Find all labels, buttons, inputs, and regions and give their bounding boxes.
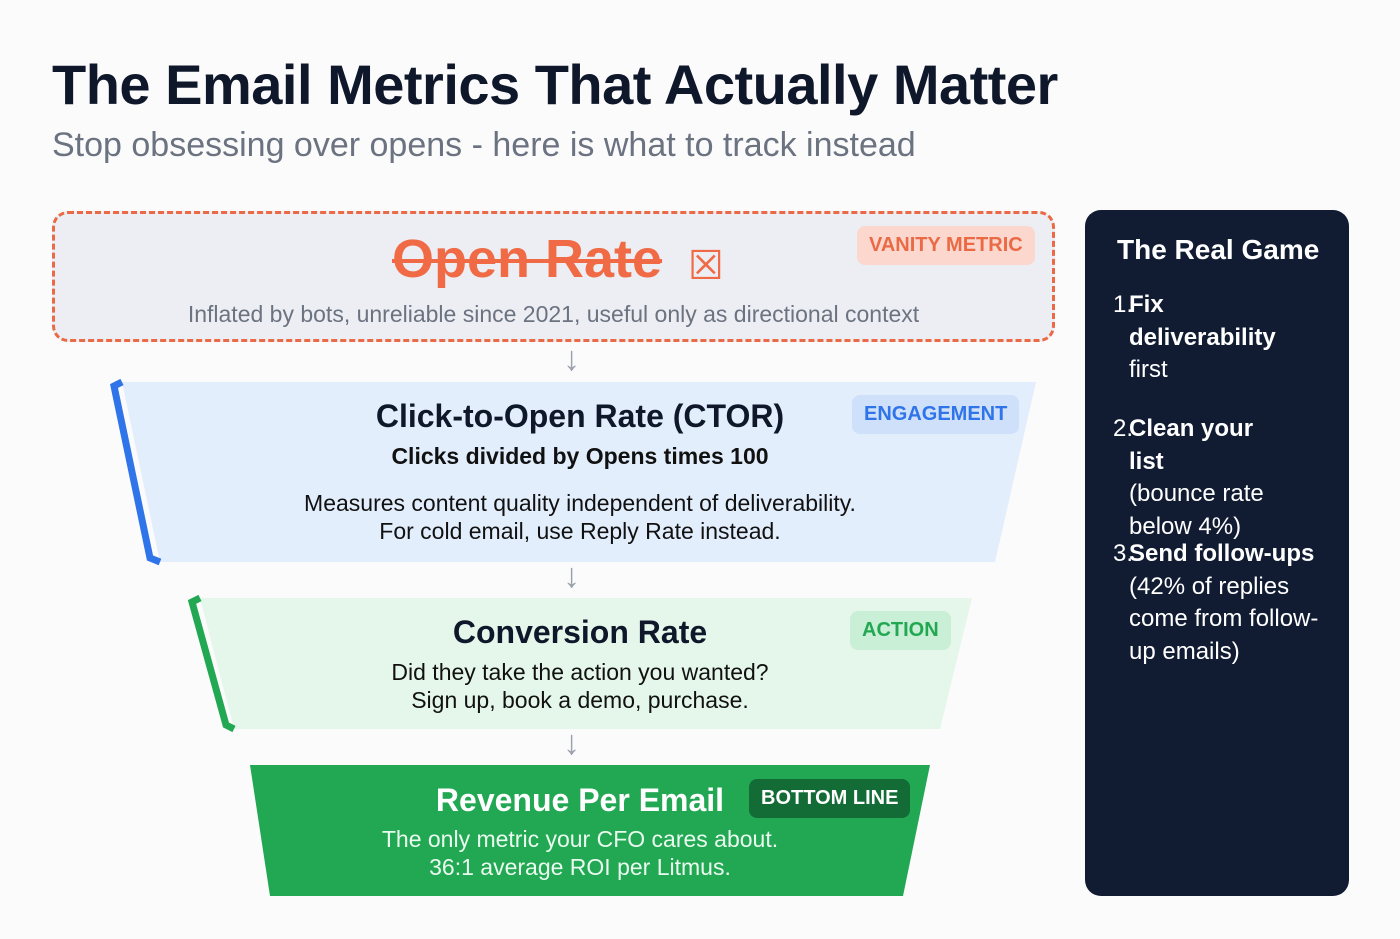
revenue-line-1: The only metric your CFO cares about.: [381, 826, 779, 852]
conversion-accent-bar: [187, 594, 236, 733]
step-heading: Clean your list: [1129, 415, 1254, 475]
conversion-title: Conversion Rate: [452, 614, 708, 650]
ctor-title: Click-to-Open Rate (CTOR): [375, 398, 785, 434]
ctor-line-2: For cold email, use Reply Rate instead.: [379, 518, 781, 544]
step-number: 3.: [1113, 540, 1134, 567]
real-game-panel: The Real Game 1. Fix deliverability first…: [1085, 210, 1349, 896]
page-title: The Email Metrics That Actually Matter: [52, 53, 1058, 116]
step-detail: (bounce rate below 4%): [1129, 480, 1264, 540]
open-rate-title: Open Rate: [392, 229, 663, 289]
step-heading: Send follow-ups: [1129, 540, 1315, 567]
panel-title: The Real Game: [1117, 234, 1320, 265]
step-number: 2.: [1113, 415, 1134, 442]
crossed-box-icon: ☒: [688, 244, 724, 288]
down-arrow-icon: ↓: [563, 340, 580, 378]
step-detail: (42% of replies come from follow-up emai…: [1129, 572, 1319, 665]
conversion-line-2: Sign up, book a demo, purchase.: [411, 687, 749, 713]
action-badge: ACTION: [850, 611, 951, 650]
conversion-line-1: Did they take the action you wanted?: [391, 659, 769, 685]
vanity-metric-badge: VANITY METRIC: [857, 226, 1035, 265]
revenue-line-2: 36:1 average ROI per Litmus.: [429, 854, 731, 880]
ctor-line-1: Measures content quality independent of …: [304, 490, 856, 516]
ctor-formula: Clicks divided by Opens times 100: [391, 443, 769, 469]
page-subtitle: Stop obsessing over opens - here is what…: [52, 126, 916, 164]
open-rate-description: Inflated by bots, unreliable since 2021,…: [187, 301, 920, 327]
down-arrow-icon: ↓: [563, 557, 580, 595]
down-arrow-icon: ↓: [563, 724, 580, 762]
step-heading: Fix deliverability: [1129, 291, 1276, 351]
engagement-badge: ENGAGEMENT: [852, 395, 1020, 434]
step-2: 2. Clean your list (bounce rate below 4%): [1113, 413, 1343, 543]
step-detail: first: [1129, 356, 1168, 383]
ctor-stage-bg: [122, 382, 1036, 562]
step-3: 3. Send follow-ups (42% of replies come f…: [1113, 538, 1343, 668]
step-number: 1.: [1113, 291, 1134, 318]
ctor-accent-bar: [110, 378, 162, 566]
conversion-stage-bg: [200, 598, 972, 729]
step-1: 1. Fix deliverability first: [1113, 289, 1343, 387]
bottom-line-badge: BOTTOM LINE: [749, 779, 911, 818]
revenue-title: Revenue Per Email: [435, 782, 725, 818]
